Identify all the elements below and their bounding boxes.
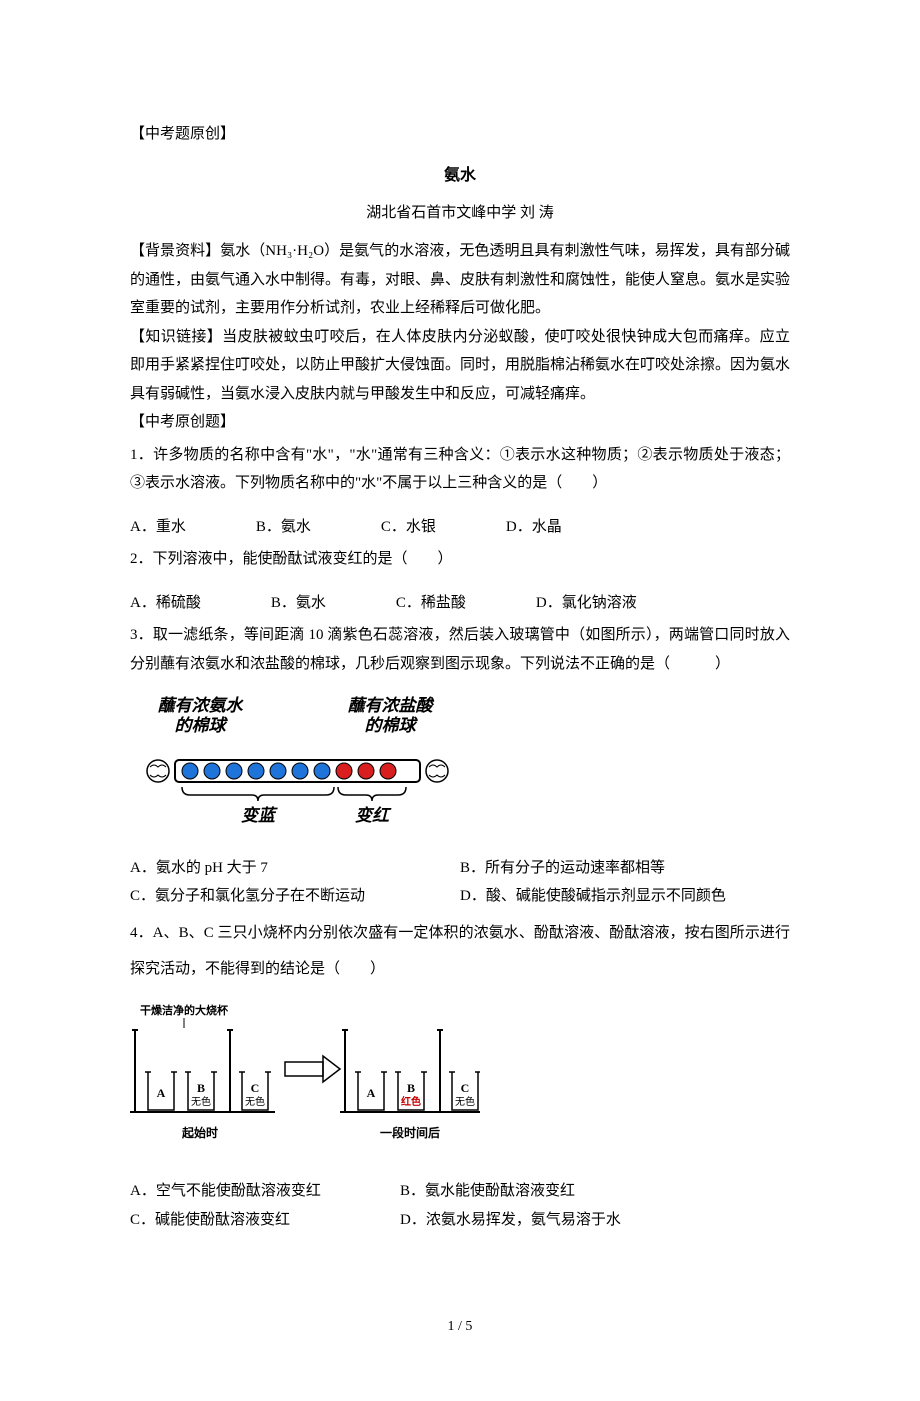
q1-option-c: C．水银 xyxy=(381,513,436,542)
svg-text:红色: 红色 xyxy=(401,1095,421,1108)
q4-option-a: A．空气不能使酚酞溶液变红 xyxy=(130,1177,360,1206)
q3-dot-blue xyxy=(292,763,308,779)
knowledge-paragraph: 【知识链接】当皮肤被蚊虫叮咬后，在人体皮肤内分泌蚁酸，使叮咬处很快钟成大包而痛痒… xyxy=(130,323,790,409)
q4-left-cup-c: C 无色 xyxy=(239,1072,271,1110)
q3-left-label-2: 的棉球 xyxy=(175,716,229,735)
q4-left-big-cup xyxy=(135,1030,230,1112)
q4-caption-left: 起始时 xyxy=(181,1125,218,1140)
author-line: 湖北省石首市文峰中学 刘 涛 xyxy=(130,199,790,228)
q3-option-d: D．酸、碱能使酸碱指示剂显示不同颜色 xyxy=(460,882,790,911)
q1-option-b: B．氨水 xyxy=(256,513,311,542)
page-footer: 1 / 5 xyxy=(130,1314,790,1341)
q3-brace-right xyxy=(338,787,406,801)
q2-stem: 2．下列溶液中，能使酚酞试液变红的是（ ） xyxy=(130,545,790,574)
svg-text:C: C xyxy=(251,1081,260,1095)
q3-bottom-left-label: 变蓝 xyxy=(241,806,278,825)
q3-option-b: B．所有分子的运动速率都相等 xyxy=(460,854,790,883)
header-tag: 【中考题原创】 xyxy=(130,120,790,149)
svg-text:无色: 无色 xyxy=(191,1095,211,1108)
q3-dots-group xyxy=(182,763,396,779)
knowledge-text: 当皮肤被蚊虫叮咬后，在人体皮肤内分泌蚁酸，使叮咬处很快钟成大包而痛痒。应立即用手… xyxy=(130,329,790,402)
background-label: 【背景资料】 xyxy=(130,243,220,259)
q3-options: A．氨水的 pH 大于 7 B．所有分子的运动速率都相等 C．氨分子和氯化氢分子… xyxy=(130,854,790,911)
document-title: 氨水 xyxy=(130,161,790,191)
q4-right-big-cup xyxy=(345,1030,440,1112)
q3-dot-blue xyxy=(182,763,198,779)
q2-option-b: B．氨水 xyxy=(271,589,326,618)
q4-figure: 干燥洁净的大烧杯 A B 无色 xyxy=(130,1002,790,1168)
q3-dot-blue xyxy=(226,763,242,779)
q4-options: A．空气不能使酚酞溶液变红 B．氨水能使酚酞溶液变红 C．碱能使酚酞溶液变红 D… xyxy=(130,1177,790,1234)
q1-stem: 1．许多物质的名称中含有"水"，"水"通常有三种含义：①表示水这种物质；②表示物… xyxy=(130,441,790,498)
q2-option-c: C．稀盐酸 xyxy=(396,589,466,618)
q4-option-d: D．浓氨水易挥发，氨气易溶于水 xyxy=(400,1206,630,1235)
q3-tube-diagram: 蘸有浓氨水 的棉球 蘸有浓盐酸 的棉球 变蓝 变红 xyxy=(130,693,465,833)
q3-right-label-1: 蘸有浓盐酸 xyxy=(348,696,435,715)
q1-option-d: D．水晶 xyxy=(506,513,562,542)
q4-right-cup-c: C 无色 xyxy=(449,1072,480,1110)
q3-option-c: C．氨分子和氯化氢分子在不断运动 xyxy=(130,882,460,911)
svg-text:A: A xyxy=(157,1086,166,1100)
q1-option-a: A．重水 xyxy=(130,513,186,542)
q4-left-cup-b: B 无色 xyxy=(185,1072,217,1110)
svg-text:无色: 无色 xyxy=(455,1095,475,1108)
q2-option-d: D．氯化钠溶液 xyxy=(536,589,637,618)
q3-left-cotton-icon xyxy=(147,760,169,782)
q3-right-label-2: 的棉球 xyxy=(365,716,419,735)
svg-text:B: B xyxy=(197,1081,205,1095)
background-paragraph: 【背景资料】氨水（NH₃·H₂O）是氨气的水溶液，无色透明且具有刺激性气味，易挥… xyxy=(130,237,790,323)
svg-text:C: C xyxy=(461,1081,470,1095)
q4-big-cup-label: 干燥洁净的大烧杯 xyxy=(140,1003,229,1017)
q4-cups-diagram: 干燥洁净的大烧杯 A B 无色 xyxy=(130,1002,480,1157)
q3-stem: 3．取一滤纸条，等间距滴 10 滴紫色石蕊溶液，然后装入玻璃管中（如图所示），两… xyxy=(130,621,790,678)
q4-left-cup-a: A xyxy=(145,1072,177,1110)
q4-left-group: A B 无色 C 无色 起始时 xyxy=(130,1030,275,1140)
q3-dot-blue xyxy=(270,763,286,779)
q3-right-cotton-icon xyxy=(426,760,448,782)
svg-text:B: B xyxy=(407,1081,415,1095)
page: 【中考题原创】 氨水 湖北省石首市文峰中学 刘 涛 【背景资料】氨水（NH₃·H… xyxy=(0,0,920,1401)
q4-caption-right: 一段时间后 xyxy=(380,1125,440,1140)
q3-bottom-right-label: 变红 xyxy=(355,806,392,825)
q4-option-b: B．氨水能使酚酞溶液变红 xyxy=(400,1177,630,1206)
q4-arrow-icon xyxy=(285,1056,340,1082)
q2-option-a: A．稀硫酸 xyxy=(130,589,201,618)
q2-options: A．稀硫酸 B．氨水 C．稀盐酸 D．氯化钠溶液 xyxy=(130,589,790,618)
q4-stem: 4．A、B、C 三只小烧杯内分别依次盛有一定体积的浓氨水、酚酞溶液、酚酞溶液，按… xyxy=(130,915,790,987)
q1-options: A．重水 B．氨水 C．水银 D．水晶 xyxy=(130,513,790,542)
q3-option-a: A．氨水的 pH 大于 7 xyxy=(130,854,460,883)
q3-dot-blue xyxy=(248,763,264,779)
q3-dot-blue xyxy=(314,763,330,779)
q3-brace-left xyxy=(182,787,334,801)
svg-text:无色: 无色 xyxy=(245,1095,265,1108)
background-text: 氨水（NH₃·H₂O）是氨气的水溶液，无色透明且具有刺激性气味，易挥发，具有部分… xyxy=(130,243,790,316)
q3-dot-red xyxy=(358,763,374,779)
section-label: 【中考原创题】 xyxy=(130,408,790,437)
q3-dot-red xyxy=(380,763,396,779)
q4-option-c: C．碱能使酚酞溶液变红 xyxy=(130,1206,360,1235)
q3-dot-red xyxy=(336,763,352,779)
q3-figure: 蘸有浓氨水 的棉球 蘸有浓盐酸 的棉球 变蓝 变红 xyxy=(130,693,790,844)
svg-text:A: A xyxy=(367,1086,376,1100)
q4-right-cup-a: A xyxy=(355,1072,387,1110)
q3-dot-blue xyxy=(204,763,220,779)
q4-right-group: A B 红色 C 无色 一段时间后 xyxy=(340,1030,480,1140)
q4-right-cup-b: B 红色 xyxy=(395,1072,427,1110)
knowledge-label: 【知识链接】 xyxy=(130,329,222,345)
q3-left-label-1: 蘸有浓氨水 xyxy=(158,696,245,715)
